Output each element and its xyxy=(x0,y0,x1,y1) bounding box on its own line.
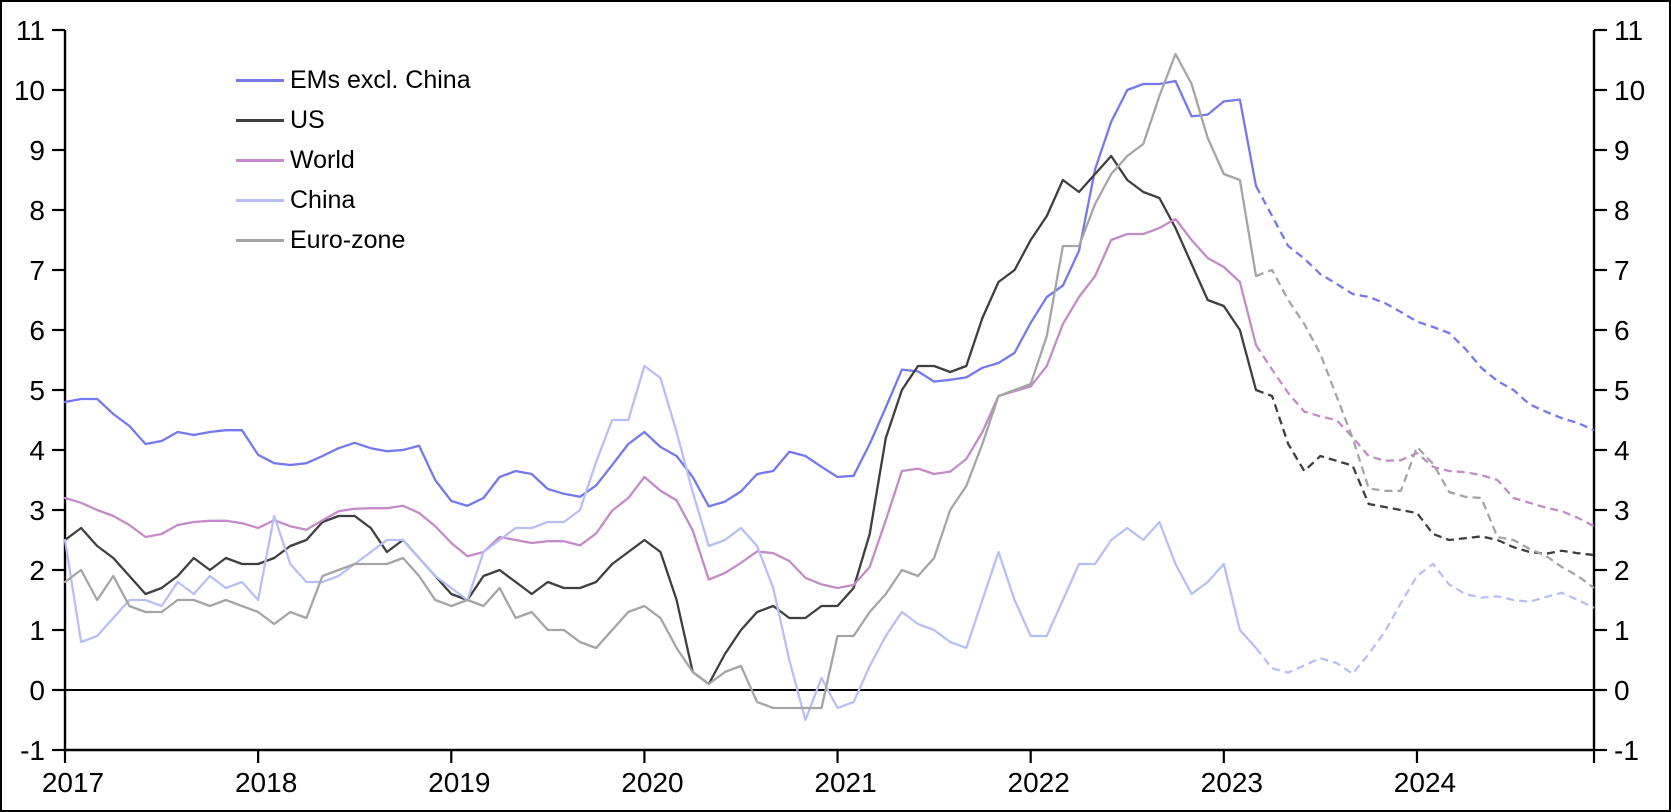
series-forecast-euro-zone xyxy=(1255,268,1595,589)
x-tick-label: 2020 xyxy=(621,767,683,798)
series-line-world xyxy=(63,217,1258,590)
y-tick-label-left: 4 xyxy=(29,435,45,466)
x-tick-label: 2017 xyxy=(42,767,104,798)
series-line-euro-zone xyxy=(63,52,1258,710)
y-tick-label-left: 2 xyxy=(29,555,45,586)
y-tick-label-left: 3 xyxy=(29,495,45,526)
y-tick-label-right: -1 xyxy=(1614,735,1639,766)
series-forecast-china xyxy=(1255,562,1595,675)
y-tick-label-right: 2 xyxy=(1614,555,1630,586)
y-tick-label-right: 9 xyxy=(1614,135,1630,166)
y-tick-label-left: 0 xyxy=(29,675,45,706)
y-tick-label-left: 9 xyxy=(29,135,45,166)
x-tick-label: 2021 xyxy=(814,767,876,798)
y-tick-label-right: 11 xyxy=(1614,15,1643,46)
series-line-us xyxy=(63,154,1258,686)
series-forecast-ems-excl-china xyxy=(1254,185,1595,432)
y-tick-label-right: 6 xyxy=(1614,315,1630,346)
y-tick-label-left: 7 xyxy=(29,255,45,286)
y-tick-label-right: 1 xyxy=(1614,615,1630,646)
y-tick-label-right: 8 xyxy=(1614,195,1630,226)
x-tick-label: 2024 xyxy=(1394,767,1456,798)
series-forecast-us xyxy=(1255,388,1595,557)
series-forecast-world xyxy=(1255,344,1595,528)
y-tick-label-right: 7 xyxy=(1614,255,1630,286)
y-tick-label-right: 3 xyxy=(1614,495,1630,526)
series-line-china xyxy=(63,364,1258,722)
y-tick-label-left: 6 xyxy=(29,315,45,346)
x-tick-label: 2019 xyxy=(428,767,490,798)
y-tick-label-right: 10 xyxy=(1614,75,1645,106)
x-tick-label: 2023 xyxy=(1201,767,1263,798)
y-tick-label-right: 0 xyxy=(1614,675,1630,706)
x-tick-label: 2018 xyxy=(235,767,297,798)
y-tick-label-left: 11 xyxy=(16,15,45,46)
y-tick-label-right: 4 xyxy=(1614,435,1630,466)
y-tick-label-left: 1 xyxy=(29,615,45,646)
y-tick-label-left: 8 xyxy=(29,195,45,226)
series-line-ems-excl-china xyxy=(63,79,1258,508)
y-tick-label-left: 5 xyxy=(29,375,45,406)
y-tick-label-left: -1 xyxy=(20,735,45,766)
y-tick-label-left: 10 xyxy=(14,75,45,106)
x-tick-label: 2022 xyxy=(1008,767,1070,798)
y-tick-label-right: 5 xyxy=(1614,375,1630,406)
